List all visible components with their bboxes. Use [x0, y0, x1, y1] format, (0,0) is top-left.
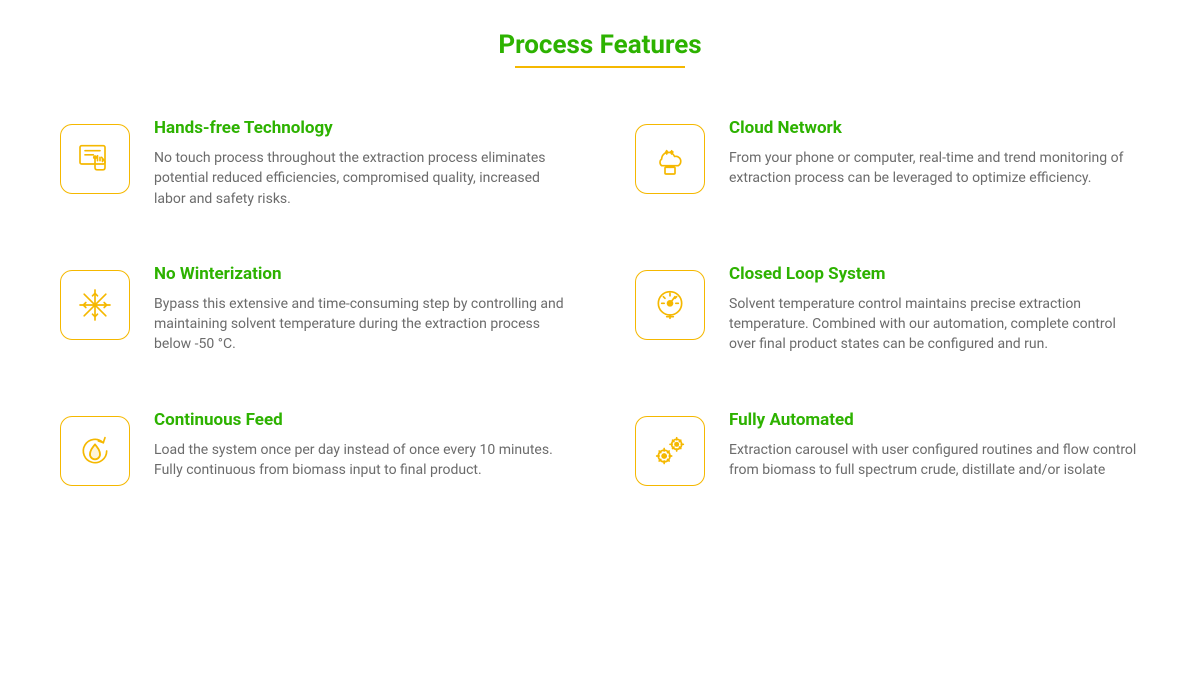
touch-icon [60, 124, 130, 194]
gears-icon [635, 416, 705, 486]
feature-description: Extraction carousel with user configured… [729, 440, 1140, 481]
gauge-icon [635, 270, 705, 340]
feature-hands-free: Hands-free Technology No touch process t… [60, 118, 565, 209]
feature-cloud-network: Cloud Network From your phone or compute… [635, 118, 1140, 209]
feature-description: Load the system once per day instead of … [154, 440, 565, 481]
feature-description: Bypass this extensive and time-consuming… [154, 294, 565, 355]
features-grid: Hands-free Technology No touch process t… [60, 118, 1140, 486]
title-underline [515, 66, 685, 68]
feature-title: No Winterization [154, 264, 565, 284]
page-title: Process Features [498, 30, 701, 66]
feature-description: Solvent temperature control maintains pr… [729, 294, 1140, 355]
feature-title: Hands-free Technology [154, 118, 565, 138]
feature-description: No touch process throughout the extracti… [154, 148, 565, 209]
feature-title: Cloud Network [729, 118, 1140, 138]
feature-continuous-feed: Continuous Feed Load the system once per… [60, 410, 565, 486]
cycle-icon [60, 416, 130, 486]
header: Process Features [60, 30, 1140, 68]
cloud-icon [635, 124, 705, 194]
feature-title: Closed Loop System [729, 264, 1140, 284]
feature-fully-automated: Fully Automated Extraction carousel with… [635, 410, 1140, 486]
feature-title: Continuous Feed [154, 410, 565, 430]
feature-closed-loop: Closed Loop System Solvent temperature c… [635, 264, 1140, 355]
snowflake-icon [60, 270, 130, 340]
feature-title: Fully Automated [729, 410, 1140, 430]
feature-description: From your phone or computer, real-time a… [729, 148, 1140, 189]
feature-no-winterization: No Winterization Bypass this extensive a… [60, 264, 565, 355]
